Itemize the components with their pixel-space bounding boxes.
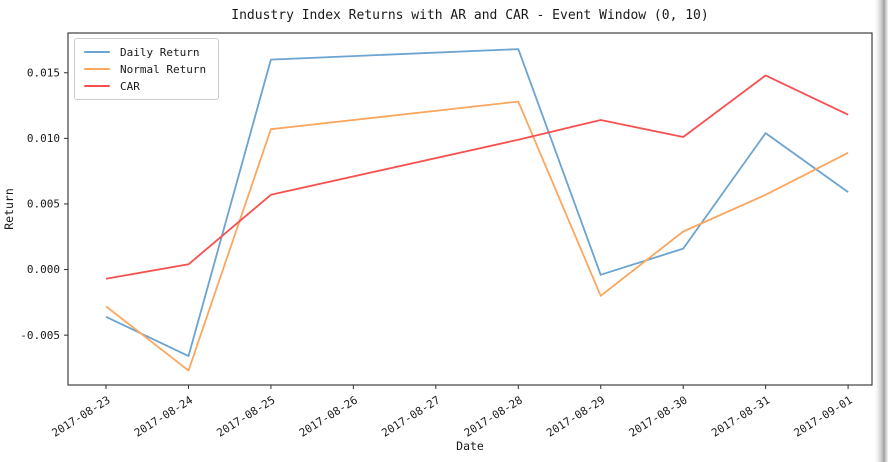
legend-line-car-icon — [84, 84, 110, 88]
window-right-edge-scrollbar[interactable] — [875, 0, 888, 462]
y-tick-label: -0.005 — [20, 329, 60, 342]
y-tick-label: 0.010 — [27, 132, 60, 145]
y-tick-label: 0.015 — [27, 66, 60, 79]
legend: Daily Return Normal Return CAR — [74, 38, 220, 100]
legend-label-car: CAR — [120, 79, 140, 93]
legend-item-car: CAR — [84, 79, 206, 93]
legend-item-normal-return: Normal Return — [84, 62, 207, 76]
legend-label-normal-return: Normal Return — [120, 62, 207, 76]
legend-item-daily-return: Daily Return — [84, 45, 206, 59]
x-tick-label: 2017-08-24 — [132, 393, 195, 439]
x-tick-label: 2017-08-23 — [50, 394, 113, 440]
x-tick-label: 2017-08-25 — [214, 394, 277, 440]
daily-return-line — [105, 48, 849, 358]
chart-title: Industry Index Returns with AR and CAR -… — [231, 8, 709, 23]
x-tick-label: 2017-08-29 — [544, 394, 607, 440]
x-axis-label: Date — [456, 439, 484, 453]
y-tick-label: 0.000 — [27, 263, 60, 276]
x-tick-label: 2017-08-30 — [627, 394, 690, 440]
car-line — [105, 74, 849, 280]
x-tick-label: 2017-08-31 — [709, 394, 772, 440]
x-tick-label: 2017-09-01 — [792, 394, 855, 440]
legend-line-normal-return-icon — [84, 67, 110, 71]
y-axis-label: Return — [2, 188, 16, 230]
normal-return-line — [105, 100, 849, 372]
legend-line-daily-return-icon — [84, 50, 110, 54]
legend-label-daily-return: Daily Return — [120, 45, 200, 59]
x-tick-label: 2017-08-28 — [462, 394, 525, 440]
y-tick-label: 0.005 — [27, 198, 60, 211]
x-tick-label: 2017-08-27 — [379, 394, 442, 440]
plot-frame — [67, 32, 873, 386]
x-tick-label: 2017-08-26 — [297, 394, 360, 440]
